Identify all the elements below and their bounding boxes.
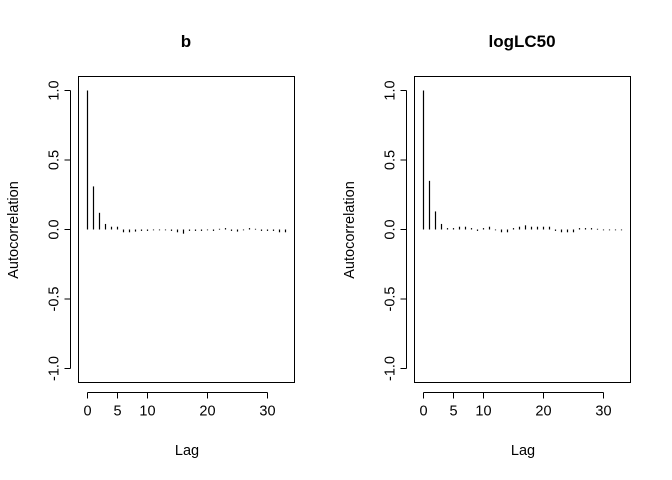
y-axis: -1.0 -0.5 0.0 0.5 1.0 [383, 80, 407, 381]
y-axis: -1.0 -0.5 0.0 0.5 1.0 [47, 80, 71, 381]
y-tick-label: 0.5 [383, 150, 399, 170]
x-tick-label: 10 [475, 404, 491, 420]
y-tick-label: 0.0 [383, 219, 399, 239]
x-axis-label: Lag [511, 443, 535, 459]
x-tick-label: 0 [419, 404, 427, 420]
y-tick-label: -1.0 [47, 356, 63, 381]
x-tick-label: 10 [139, 404, 155, 420]
x-tick-label: 5 [449, 404, 457, 420]
plot-frame [78, 76, 295, 383]
y-tick-label: 0.0 [47, 219, 63, 239]
x-tick-label: 30 [595, 404, 611, 420]
y-tick-label: -1.0 [383, 356, 399, 381]
acf-bars [86, 90, 287, 234]
x-tick-label: 0 [83, 404, 91, 420]
acf-panel-b: b Autocorrelation Lag 0 5 10 20 30 -1.0 -0.5 0… [6, 32, 295, 459]
plot-frame [414, 76, 631, 383]
acf-bars [422, 90, 623, 233]
x-tick-label: 5 [113, 404, 121, 420]
y-tick-label: -0.5 [383, 287, 399, 312]
y-axis-label: Autocorrelation [6, 181, 22, 279]
y-tick-label: 0.5 [47, 150, 63, 170]
x-tick-label: 20 [199, 404, 215, 420]
chart-title: b [181, 32, 191, 51]
chart-title: logLC50 [488, 32, 555, 51]
y-tick-label: 1.0 [383, 80, 399, 100]
y-tick-label: 1.0 [47, 80, 63, 100]
acf-panel-loglc50: logLC50 Autocorrelation Lag 0 5 10 20 30 -1.… [342, 32, 631, 459]
x-axis: 0 5 10 20 30 [419, 392, 612, 420]
x-axis-label: Lag [175, 443, 199, 459]
x-tick-label: 20 [535, 404, 551, 420]
x-tick-label: 30 [259, 404, 275, 420]
y-axis-label: Autocorrelation [342, 181, 358, 279]
y-tick-label: -0.5 [47, 287, 63, 312]
x-axis: 0 5 10 20 30 [83, 392, 276, 420]
